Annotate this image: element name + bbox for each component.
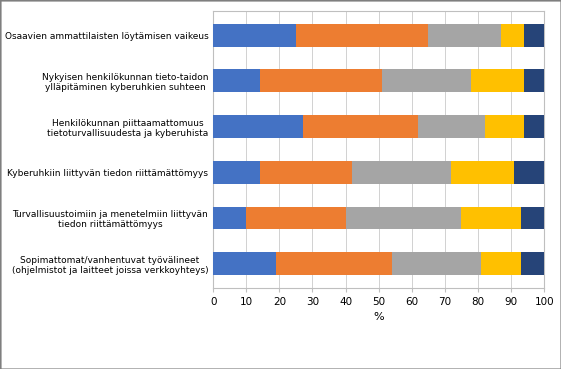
Bar: [213, 69, 260, 92]
Bar: [525, 115, 544, 138]
Bar: [260, 161, 352, 184]
Bar: [419, 115, 485, 138]
Bar: [452, 161, 514, 184]
Bar: [485, 115, 525, 138]
Bar: [213, 24, 296, 46]
Bar: [352, 161, 452, 184]
Bar: [213, 115, 302, 138]
Bar: [525, 69, 544, 92]
Bar: [525, 24, 544, 46]
Bar: [213, 252, 276, 275]
Bar: [471, 69, 525, 92]
Bar: [346, 207, 461, 230]
Bar: [382, 69, 471, 92]
Bar: [428, 24, 501, 46]
Bar: [213, 161, 260, 184]
Bar: [461, 207, 521, 230]
Bar: [302, 115, 419, 138]
Bar: [246, 207, 346, 230]
Bar: [481, 252, 521, 275]
Bar: [392, 252, 481, 275]
Bar: [276, 252, 392, 275]
Bar: [521, 207, 544, 230]
Bar: [514, 161, 544, 184]
Bar: [213, 207, 246, 230]
Bar: [521, 252, 544, 275]
Bar: [260, 69, 382, 92]
Bar: [296, 24, 428, 46]
Bar: [501, 24, 525, 46]
X-axis label: %: %: [374, 313, 384, 323]
